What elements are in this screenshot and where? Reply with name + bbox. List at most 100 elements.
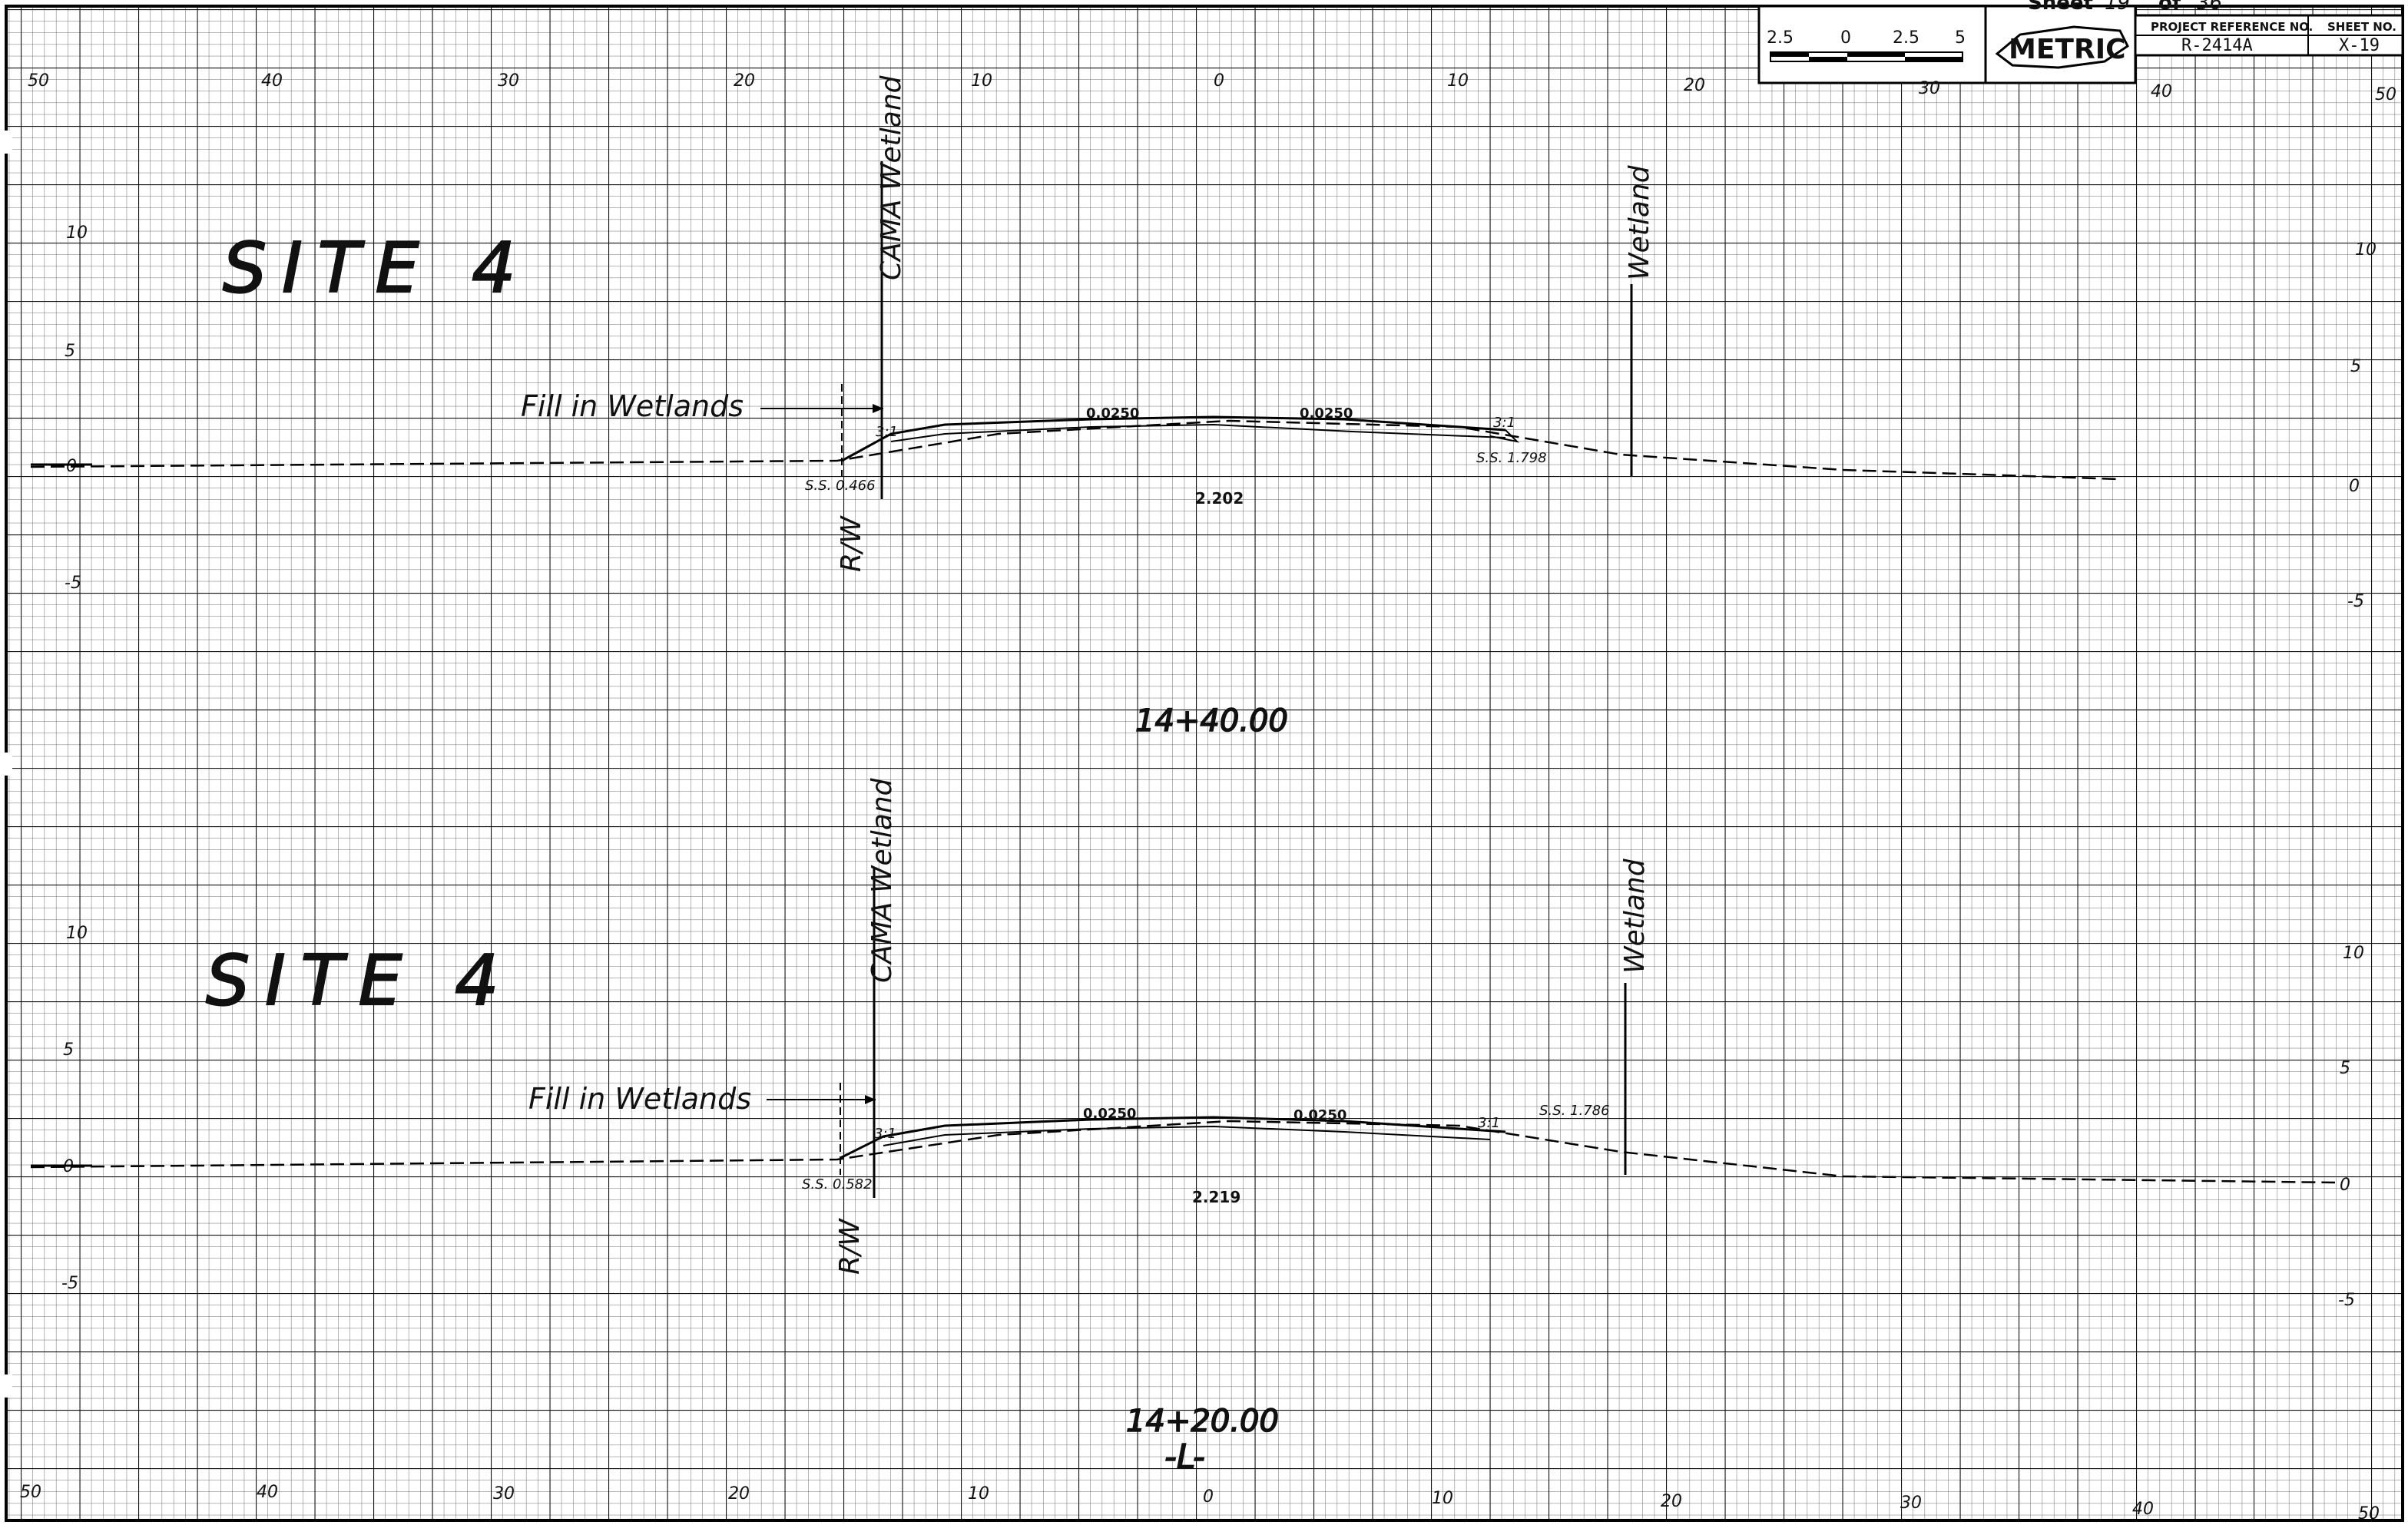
- y-tick: 0: [2349, 477, 2360, 496]
- scale-label-3: 5: [1955, 28, 1966, 48]
- x-top-tick: 20: [734, 71, 755, 91]
- sheet-count: Sheet 19 of 36: [2028, 0, 2222, 15]
- fill-arrow-head: [873, 404, 883, 413]
- right-of-way-label: R/W: [834, 1218, 866, 1275]
- x-top-tick: 50: [2375, 85, 2396, 104]
- project-reference-label: PROJECT REFERENCE NO.: [2151, 20, 2313, 34]
- sheet-current: 19: [2105, 0, 2130, 15]
- scale-bar: 2.5 0 2.5 5: [1767, 28, 1966, 62]
- y-tick: 10: [66, 223, 88, 243]
- top-axis-ticks: 50 40 30 20 10 0 10 20 30 40 50: [28, 71, 2396, 104]
- side-slope-right: S.S. 1.798: [1476, 450, 1547, 466]
- x-bottom-tick: 20: [1661, 1492, 1682, 1511]
- center-value: 2.219: [1192, 1188, 1240, 1206]
- binder-marks: [0, 131, 12, 1398]
- site-title: SITE 4: [223, 228, 531, 309]
- grade-ratio-left: 3:1: [874, 1126, 896, 1142]
- sheet-label: Sheet: [2028, 0, 2093, 15]
- x-top-tick: 10: [971, 71, 992, 91]
- existing-ground-line: [30, 1120, 2336, 1184]
- y-tick: 5: [2350, 357, 2361, 376]
- right-elevation-ticks-lower: 10 5 0 -5: [2338, 944, 2364, 1310]
- x-top-tick: 0: [1214, 71, 1224, 91]
- x-top-tick: 30: [498, 71, 519, 91]
- site-title: SITE 4: [206, 941, 514, 1021]
- cama-wetland-label: CAMA Wetland: [876, 74, 907, 280]
- fill-in-wetlands-label: Fill in Wetlands: [521, 389, 744, 423]
- x-bottom-tick: 0: [1203, 1487, 1214, 1507]
- slope-label-right: 0.0250: [1293, 1107, 1346, 1123]
- grade-ratio-left: 3:1: [876, 424, 898, 440]
- x-bottom-tick: 50: [20, 1483, 41, 1502]
- proposed-roadway-top: [840, 1116, 1506, 1159]
- y-tick: 5: [2340, 1059, 2350, 1078]
- x-top-tick: 10: [1447, 71, 1469, 91]
- y-tick: 10: [2343, 944, 2364, 963]
- project-reference-value: R-2414A: [2181, 36, 2253, 55]
- cama-wetland-label: CAMA Wetland: [866, 777, 898, 983]
- proposed-slope-right: [1489, 429, 1520, 443]
- alignment-label: -L-: [1164, 1437, 1205, 1477]
- scale-label-0: 2.5: [1767, 28, 1794, 48]
- cross-section-upper: SITE 4 CAMA Wetland Wetland R/W Fill in …: [30, 74, 2121, 739]
- sheet-total: 36: [2197, 0, 2222, 15]
- metric-logo: METRIC: [1995, 25, 2129, 69]
- station-label: 14+20.00: [1126, 1404, 1279, 1439]
- grade-ratio-right: 3:1: [1478, 1115, 1500, 1131]
- sheet-no-value: X-19: [2339, 36, 2380, 55]
- y-tick: -5: [61, 1274, 78, 1293]
- side-slope-left: S.S. 0.582: [802, 1176, 873, 1193]
- proposed-roadway-top: [841, 415, 1506, 462]
- scale-label-2: 2.5: [1893, 28, 1919, 48]
- wetland-label: Wetland: [1624, 164, 1655, 280]
- proposed-roadway-base: [883, 1125, 1491, 1146]
- bottom-axis-ticks: 50 40 30 20 10 0 10 20 30 40 50: [20, 1483, 2380, 1523]
- x-bottom-tick: 30: [1900, 1494, 1922, 1513]
- x-bottom-tick: 20: [728, 1484, 750, 1503]
- y-tick: -5: [2347, 592, 2364, 611]
- y-tick: 5: [63, 1040, 74, 1060]
- proposed-roadway-base: [890, 423, 1506, 442]
- right-of-way-label: R/W: [836, 515, 867, 572]
- x-bottom-tick: 50: [2358, 1504, 2380, 1523]
- y-tick: -5: [2338, 1291, 2355, 1310]
- x-top-tick: 40: [261, 71, 283, 91]
- x-bottom-tick: 30: [493, 1484, 515, 1503]
- x-bottom-tick: 10: [1432, 1489, 1453, 1508]
- right-elevation-ticks-upper: 10 5 0 -5: [2347, 240, 2377, 611]
- station-label: 14+40.00: [1135, 703, 1288, 739]
- y-tick: -5: [65, 574, 81, 593]
- sheet-no-label: SHEET NO.: [2327, 20, 2396, 34]
- graph-paper-grid-major: [6, 8, 2404, 1520]
- y-tick: 5: [65, 342, 75, 361]
- slope-label-left: 0.0250: [1086, 405, 1139, 422]
- slope-label-left: 0.0250: [1083, 1106, 1136, 1122]
- fill-in-wetlands-label: Fill in Wetlands: [528, 1082, 751, 1116]
- logo-text: METRIC: [2009, 34, 2126, 65]
- y-tick: 10: [2355, 240, 2377, 260]
- grade-ratio-right: 3:1: [1493, 415, 1515, 431]
- cross-section-lower: SITE 4 CAMA Wetland Wetland R/W Fill in …: [30, 777, 2336, 1477]
- x-top-tick: 50: [28, 71, 49, 91]
- x-top-tick: 20: [1684, 76, 1705, 95]
- x-bottom-tick: 40: [257, 1483, 278, 1502]
- existing-ground-line: [30, 419, 2121, 481]
- scale-label-1: 0: [1840, 28, 1851, 48]
- fill-arrow-head: [865, 1095, 876, 1104]
- center-value: 2.202: [1195, 489, 1244, 508]
- left-elevation-ticks-lower: 10 5 0 -5: [61, 924, 88, 1293]
- y-tick: 10: [66, 924, 88, 943]
- x-top-tick: 30: [1919, 79, 1940, 98]
- side-slope-right: S.S. 1.786: [1539, 1103, 1610, 1119]
- side-slope-left: S.S. 0.466: [805, 478, 876, 494]
- slope-label-right: 0.0250: [1300, 405, 1353, 422]
- sheet-of: of: [2158, 0, 2181, 15]
- left-elevation-ticks-upper: 10 5 0 -5: [65, 223, 88, 593]
- y-tick: 0: [2340, 1176, 2350, 1195]
- title-block: 2.5 0 2.5 5 METRIC PROJECT REFERENCE NO.…: [1757, 5, 2404, 84]
- x-bottom-tick: 40: [2132, 1500, 2154, 1519]
- x-top-tick: 40: [2151, 82, 2172, 101]
- wetland-label: Wetland: [1619, 858, 1651, 974]
- x-bottom-tick: 10: [968, 1484, 989, 1503]
